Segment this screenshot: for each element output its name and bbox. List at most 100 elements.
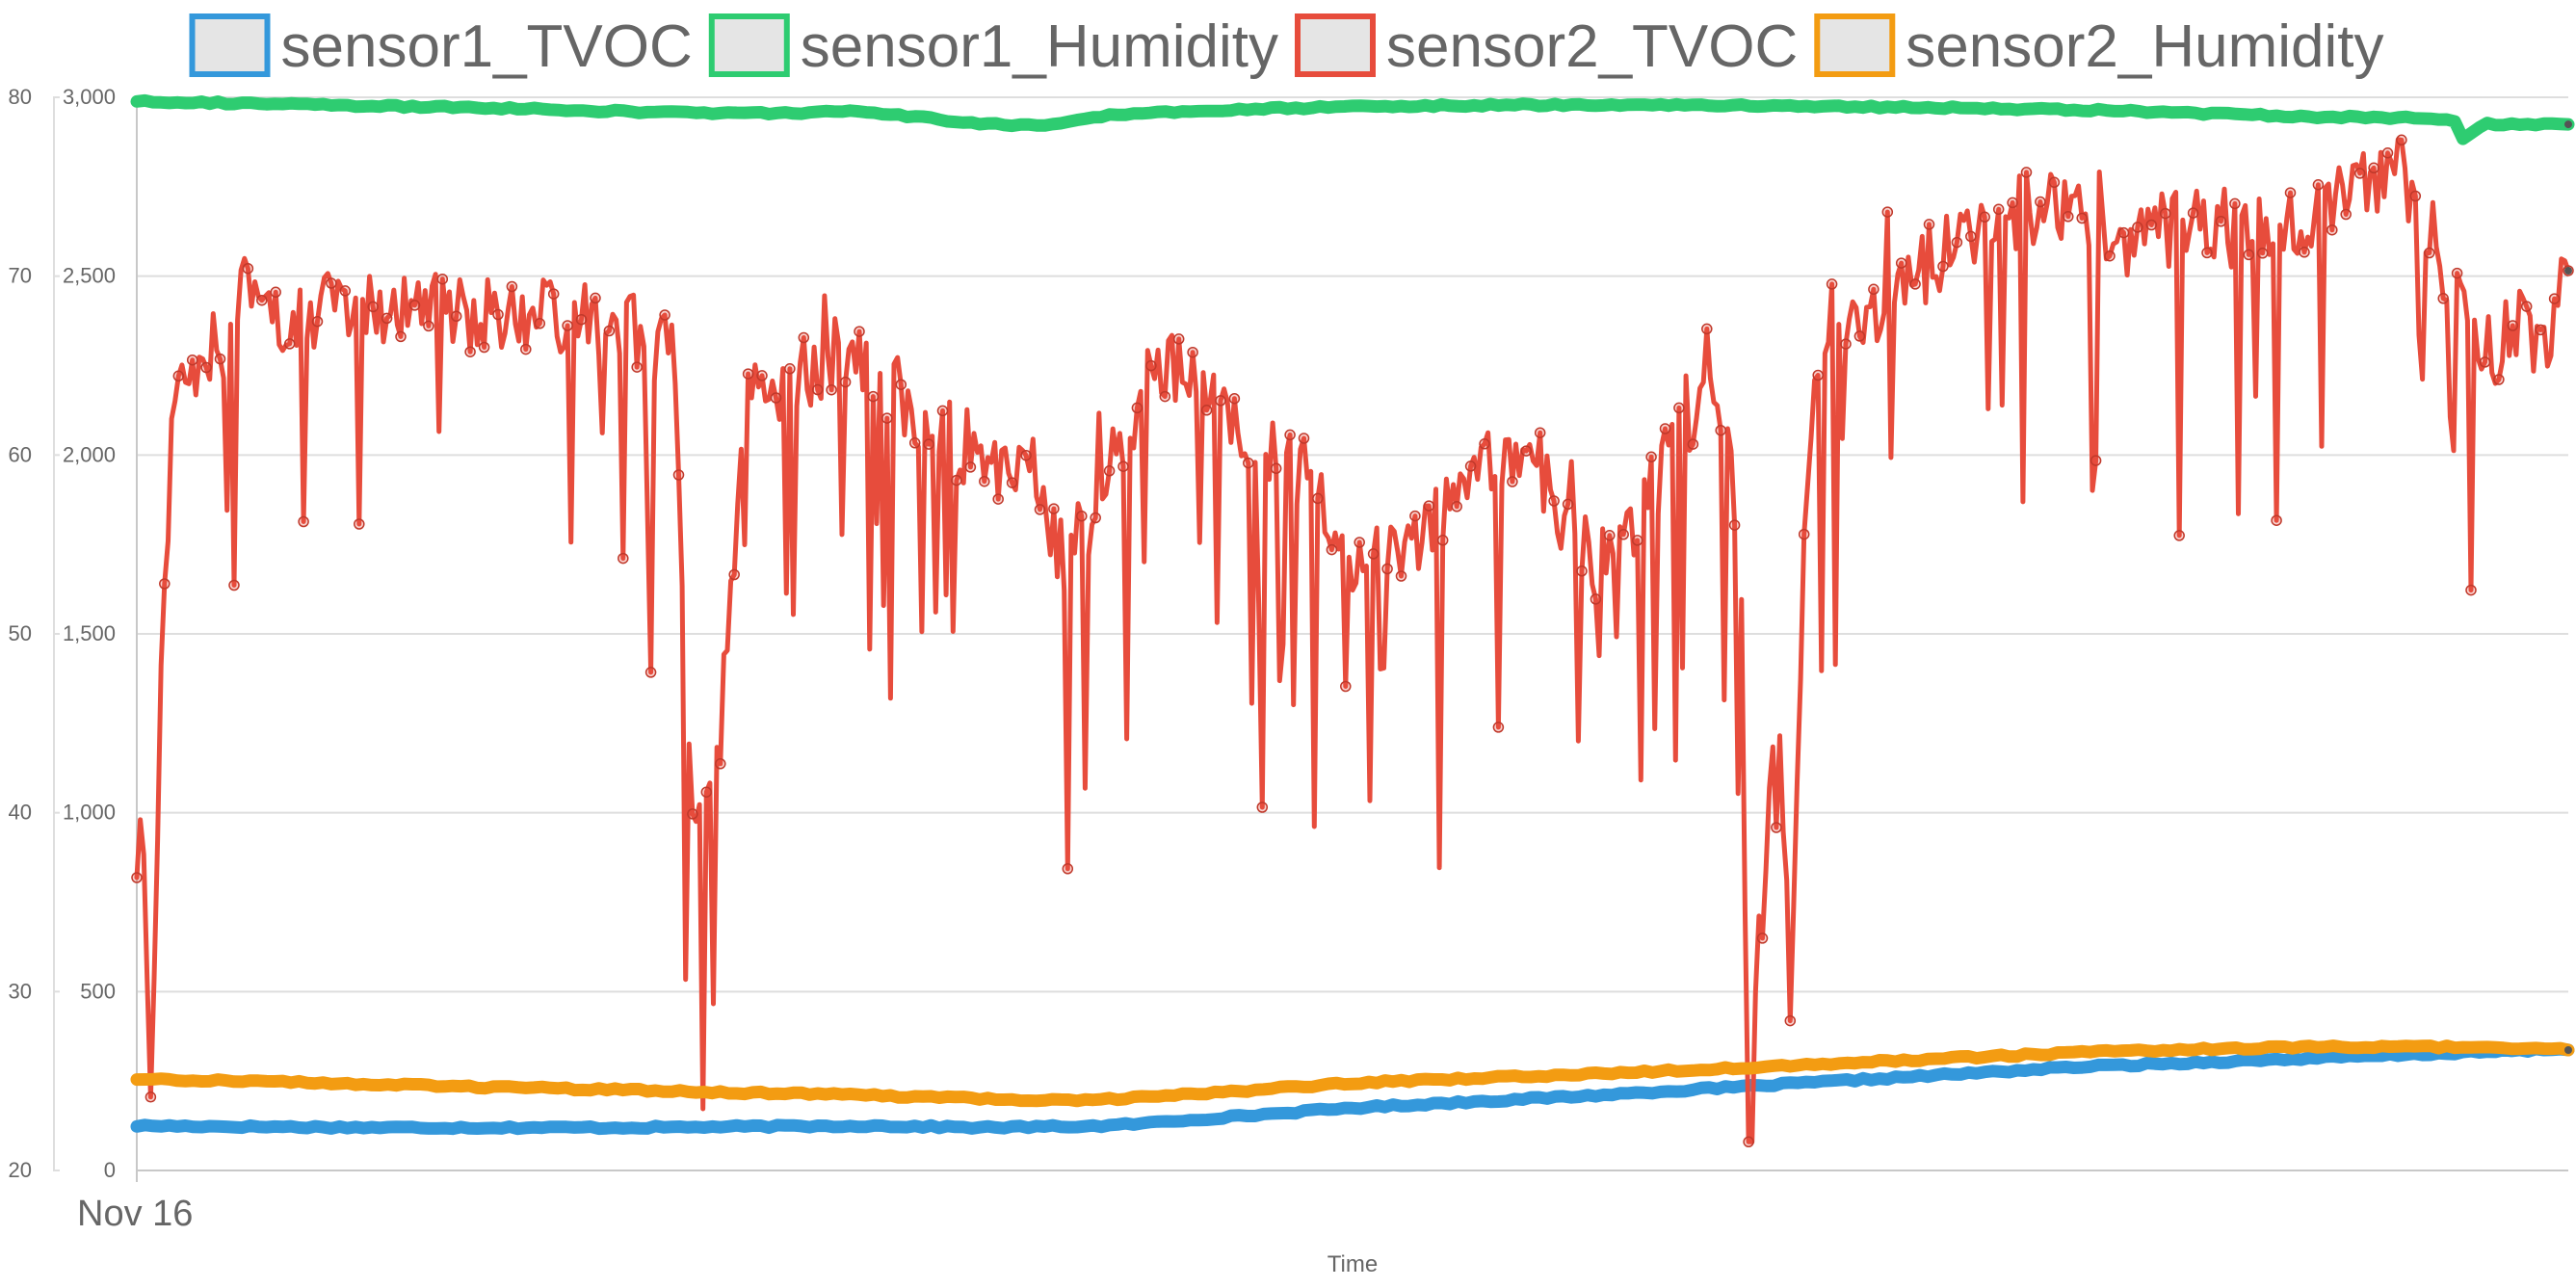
data-point bbox=[603, 325, 616, 337]
data-point bbox=[811, 383, 824, 396]
data-point bbox=[1006, 477, 1018, 488]
data-point bbox=[423, 320, 434, 332]
left-tick-label: 30 bbox=[9, 979, 32, 1003]
data-point bbox=[2145, 219, 2158, 231]
data-point bbox=[145, 1091, 157, 1103]
data-point bbox=[228, 579, 240, 591]
data-point bbox=[1020, 449, 1032, 461]
data-point bbox=[2437, 293, 2449, 304]
data-point bbox=[979, 475, 990, 487]
data-point bbox=[339, 285, 352, 297]
data-point bbox=[2493, 374, 2505, 385]
data-point bbox=[311, 315, 324, 328]
data-point bbox=[742, 368, 754, 380]
legend-label: sensor1_Humidity bbox=[801, 13, 1278, 80]
data-point bbox=[839, 376, 852, 388]
right-tick-label: 2,500 bbox=[63, 264, 116, 288]
data-point bbox=[326, 277, 337, 289]
data-point bbox=[1354, 537, 1365, 548]
data-point bbox=[214, 353, 226, 365]
data-point bbox=[631, 361, 643, 373]
series-line-sensor1_Humidity bbox=[130, 93, 2575, 145]
data-point bbox=[1340, 680, 1352, 693]
data-point bbox=[2256, 248, 2269, 259]
data-point bbox=[1826, 278, 1838, 290]
data-point bbox=[770, 392, 782, 404]
data-point bbox=[1215, 395, 1226, 407]
data-point bbox=[2187, 207, 2199, 219]
data-point bbox=[2381, 147, 2394, 159]
data-point bbox=[381, 312, 393, 325]
data-point bbox=[672, 469, 685, 481]
legend-swatch bbox=[708, 13, 790, 77]
legend-item-sensor1_Humidity[interactable]: sensor1_Humidity bbox=[708, 13, 1278, 80]
data-point bbox=[436, 273, 449, 285]
data-point bbox=[1159, 390, 1171, 403]
data-point bbox=[1840, 338, 1852, 350]
series-points-sensor2_TVOC bbox=[131, 134, 2574, 1148]
data-point bbox=[1895, 257, 1907, 269]
data-point bbox=[575, 313, 588, 326]
data-point bbox=[2340, 208, 2352, 221]
data-point bbox=[881, 412, 893, 424]
data-point bbox=[2090, 455, 2102, 466]
data-point bbox=[964, 461, 977, 473]
data-point bbox=[2353, 168, 2366, 179]
data-point bbox=[728, 568, 740, 581]
data-point bbox=[2507, 320, 2519, 331]
data-point bbox=[298, 515, 309, 528]
legend-item-sensor2_TVOC[interactable]: sensor2_TVOC bbox=[1295, 13, 1798, 80]
data-point bbox=[1103, 465, 1116, 477]
data-point bbox=[1881, 206, 1894, 218]
legend-item-sensor2_Humidity[interactable]: sensor2_Humidity bbox=[1814, 13, 2384, 80]
data-point bbox=[1284, 429, 1296, 441]
data-point bbox=[2132, 222, 2143, 233]
data-point bbox=[2007, 197, 2018, 209]
data-point bbox=[1243, 457, 1254, 469]
left-tick-label: 70 bbox=[9, 264, 32, 288]
data-point bbox=[2368, 162, 2379, 174]
data-point bbox=[2048, 176, 2061, 189]
data-point bbox=[2201, 247, 2213, 259]
data-point bbox=[1992, 203, 2005, 216]
data-point bbox=[1590, 593, 1602, 605]
data-point bbox=[2284, 187, 2297, 198]
data-point bbox=[1687, 438, 1699, 450]
data-point bbox=[1728, 519, 1741, 531]
data-point bbox=[1381, 563, 1393, 575]
data-point bbox=[2229, 197, 2241, 210]
data-point bbox=[159, 578, 171, 590]
legend-swatch bbox=[1295, 13, 1376, 77]
data-point bbox=[867, 390, 880, 403]
data-point bbox=[1090, 512, 1101, 524]
left-tick-label: 20 bbox=[9, 1158, 32, 1182]
data-point bbox=[1617, 529, 1629, 540]
left-tick-label: 50 bbox=[9, 621, 32, 645]
data-point bbox=[1520, 445, 1533, 457]
data-point bbox=[1868, 283, 1879, 296]
data-point bbox=[784, 363, 796, 375]
data-point bbox=[1534, 427, 1546, 438]
data-point bbox=[1743, 1136, 1754, 1148]
data-point bbox=[2548, 293, 2561, 304]
data-point bbox=[270, 286, 281, 299]
legend-item-sensor1_TVOC[interactable]: sensor1_TVOC bbox=[189, 13, 693, 80]
data-point bbox=[908, 437, 921, 449]
data-point bbox=[464, 346, 476, 357]
legend[interactable]: sensor1_TVOC sensor1_Humidity sensor2_TVOC… bbox=[189, 13, 2384, 80]
data-point bbox=[1367, 548, 1380, 560]
data-point bbox=[478, 341, 490, 354]
data-point bbox=[2243, 249, 2255, 261]
axes: 20 0 30 500 40 1,000 50 1,500 60 2,000 70 2,500 80 3,… bbox=[9, 85, 194, 1234]
data-point bbox=[2520, 301, 2533, 312]
legend-label: sensor2_TVOC bbox=[1386, 13, 1798, 80]
data-point bbox=[2076, 212, 2088, 224]
data-point bbox=[395, 330, 407, 343]
data-point bbox=[2299, 247, 2310, 258]
series-layer bbox=[130, 93, 2575, 1148]
data-point bbox=[1034, 504, 1046, 515]
data-point bbox=[2173, 530, 2185, 541]
data-point bbox=[1701, 323, 1713, 335]
data-point bbox=[798, 331, 810, 344]
data-point bbox=[1756, 933, 1769, 944]
